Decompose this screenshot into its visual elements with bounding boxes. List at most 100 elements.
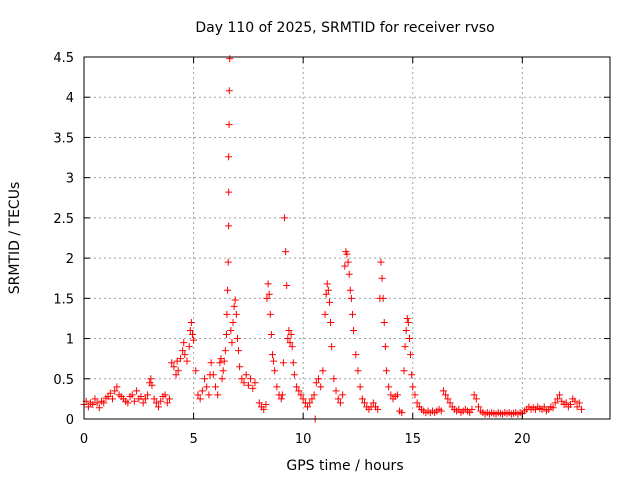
data-point (265, 290, 273, 298)
data-point (137, 392, 145, 400)
data-point (225, 222, 233, 230)
data-point (170, 363, 178, 371)
data-point (262, 401, 270, 409)
data-point (89, 401, 97, 409)
data-point (341, 262, 349, 270)
data-point (285, 327, 293, 335)
data-point (224, 258, 232, 266)
data-point (223, 310, 231, 318)
data-point (400, 367, 408, 375)
data-point (328, 343, 336, 351)
data-point (374, 405, 382, 413)
data-point (227, 327, 235, 335)
data-points (80, 55, 586, 423)
data-point (310, 391, 318, 399)
data-point (218, 375, 226, 383)
data-point (180, 339, 188, 347)
data-point (181, 351, 189, 359)
y-tick-label: 4 (66, 91, 74, 106)
data-point (226, 55, 234, 63)
data-point (133, 387, 141, 395)
data-point (369, 399, 377, 407)
plot-frame (83, 56, 611, 420)
data-point (273, 383, 281, 391)
data-point (150, 395, 158, 403)
data-point (264, 280, 272, 288)
data-point (281, 214, 289, 222)
grid-lines (84, 57, 610, 419)
data-point (350, 327, 358, 335)
data-point (446, 399, 454, 407)
data-point (216, 359, 224, 367)
data-point (235, 347, 243, 355)
data-point (277, 395, 285, 403)
data-point (573, 403, 581, 411)
data-point (130, 397, 138, 405)
data-point (323, 280, 331, 288)
data-point (176, 355, 184, 363)
data-point (381, 343, 389, 351)
data-point (325, 298, 333, 306)
data-point (472, 395, 480, 403)
data-point (345, 270, 353, 278)
data-point (356, 383, 364, 391)
y-tick-label: 3 (66, 172, 74, 187)
data-point (196, 395, 204, 403)
data-point (343, 250, 351, 258)
data-point (168, 359, 176, 367)
data-point (378, 274, 386, 282)
data-point (319, 367, 327, 375)
y-tick-label: 0.5 (53, 373, 74, 388)
data-point (379, 294, 387, 302)
data-point (321, 310, 329, 318)
data-point (232, 310, 240, 318)
data-point (192, 367, 200, 375)
data-point (267, 331, 275, 339)
data-point (238, 375, 246, 383)
data-point (183, 357, 191, 365)
data-point (186, 327, 194, 335)
data-point (358, 395, 366, 403)
x-tick-label: 15 (404, 432, 421, 447)
data-point (347, 294, 355, 302)
data-point (152, 399, 160, 407)
data-point (219, 367, 227, 375)
x-tick-label: 20 (514, 432, 531, 447)
data-point (575, 399, 583, 407)
data-point (339, 391, 347, 399)
data-point (205, 391, 213, 399)
data-point (249, 384, 257, 392)
data-point (91, 395, 99, 403)
data-point (361, 399, 369, 407)
data-point (540, 403, 548, 411)
data-point (247, 375, 255, 383)
data-point (299, 395, 307, 403)
data-point (266, 310, 274, 318)
data-point (442, 391, 450, 399)
data-point (95, 404, 103, 412)
data-point (163, 399, 171, 407)
data-point (322, 290, 330, 298)
data-point (327, 318, 335, 326)
y-tick-label: 1.5 (53, 292, 74, 307)
data-point (141, 395, 149, 403)
y-tick-label: 2.5 (53, 212, 74, 227)
x-axis-label: GPS time / hours (286, 458, 403, 474)
data-point (108, 395, 116, 403)
data-point (148, 381, 156, 389)
data-point (439, 387, 447, 395)
data-point (179, 347, 187, 355)
data-point (242, 371, 250, 379)
data-point (334, 395, 342, 403)
data-point (188, 331, 196, 339)
data-point (214, 391, 222, 399)
data-point (295, 387, 303, 395)
y-tick-label: 3.5 (53, 131, 74, 146)
data-point (352, 351, 360, 359)
data-point (128, 391, 136, 399)
data-point (308, 395, 316, 403)
x-tick-label: 5 (189, 432, 197, 447)
data-point (411, 391, 419, 399)
data-point (409, 383, 417, 391)
data-point (144, 391, 152, 399)
